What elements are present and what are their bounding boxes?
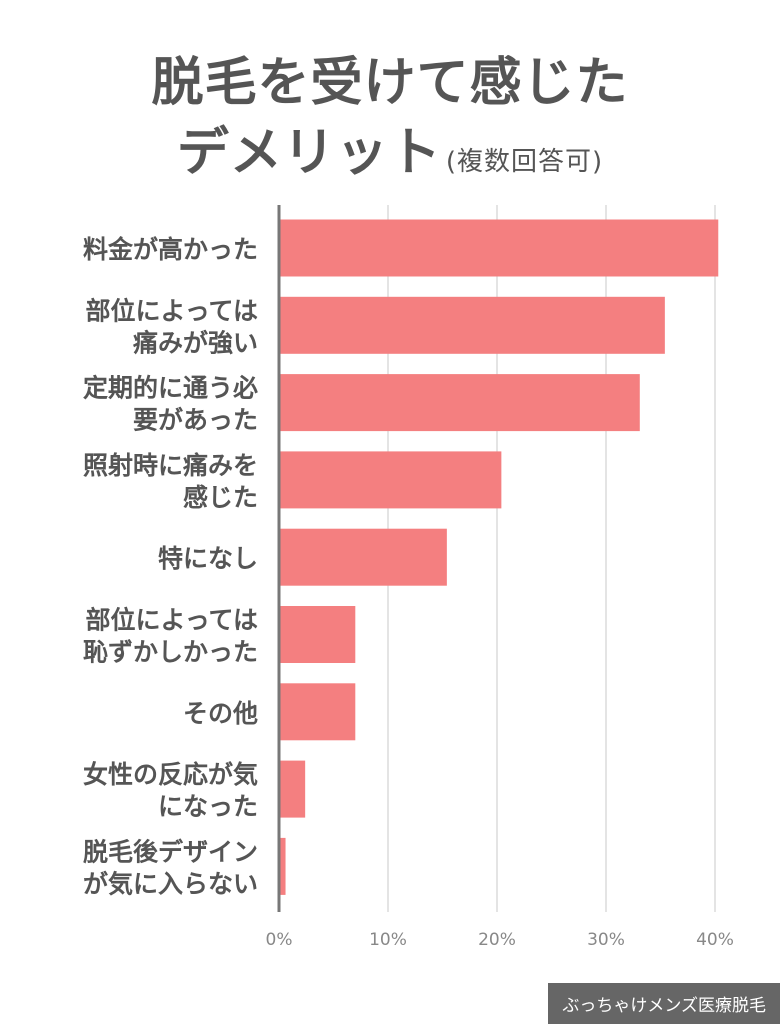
- x-tick-label: 10%: [369, 930, 407, 950]
- category-label: 女性の反応が気: [83, 760, 258, 789]
- category-label: 要があった: [133, 406, 258, 435]
- title-text-1: 脱毛を受けて感じた: [151, 53, 629, 113]
- category-label: 料金が高かった: [83, 235, 258, 264]
- x-tick-label: 0%: [266, 930, 293, 950]
- title-text-2: デメリット: [176, 123, 442, 183]
- chart-title-line1: 脱毛を受けて感じた: [0, 40, 780, 115]
- category-label: 部位によっては: [85, 296, 258, 325]
- title-note: (複数回答可): [445, 147, 604, 177]
- bar: [279, 374, 640, 432]
- bar: [279, 219, 719, 277]
- category-label: 痛みが強い: [133, 328, 258, 357]
- category-label: その他: [183, 699, 258, 728]
- category-label: 部位によっては: [85, 606, 258, 635]
- chart-title-line2: デメリット (複数回答可): [0, 110, 780, 185]
- category-label: 脱毛後デザイン: [83, 837, 258, 866]
- category-label: 定期的に通う必: [83, 374, 258, 403]
- category-label: 感じた: [183, 483, 258, 512]
- bar: [279, 296, 665, 354]
- source-credit: ぶっちゃけメンズ医療脱毛: [548, 983, 780, 1024]
- x-tick-label: 30%: [587, 930, 625, 950]
- bar: [279, 606, 356, 663]
- category-label: 恥ずかしかった: [83, 638, 258, 667]
- category-label: が気に入らない: [83, 869, 258, 898]
- bar: [279, 451, 502, 509]
- bar: [279, 837, 286, 895]
- category-label: 照射時に痛みを: [83, 451, 258, 480]
- bar: [279, 760, 306, 818]
- category-label: 特になし: [158, 544, 258, 573]
- category-label: になった: [158, 792, 258, 821]
- x-tick-label: 20%: [478, 930, 516, 950]
- x-tick-label: 40%: [696, 930, 734, 950]
- bar: [279, 683, 356, 741]
- bar: [279, 528, 447, 586]
